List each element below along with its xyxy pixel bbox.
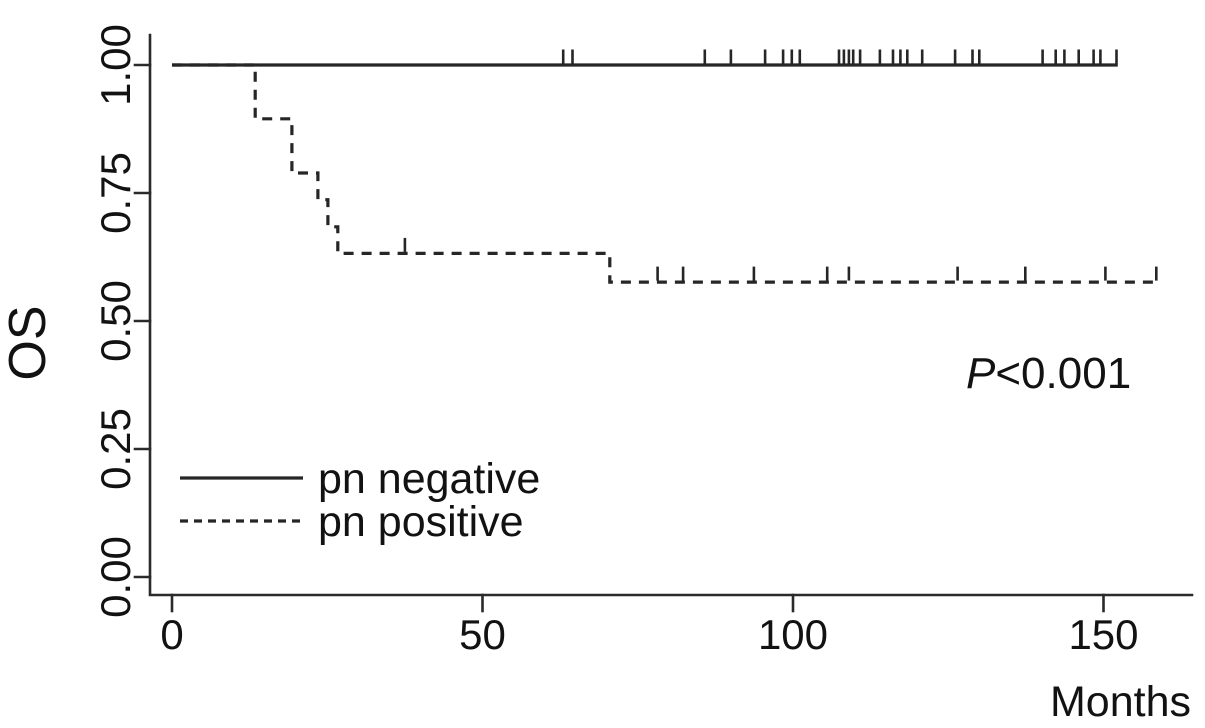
y-tick-label: 0.50 <box>92 280 139 362</box>
p-value-symbol: P <box>966 349 996 398</box>
y-tick-label: 0.75 <box>92 152 139 234</box>
p-value-threshold: <0.001 <box>995 349 1131 398</box>
survival-curves <box>172 49 1158 284</box>
x-axis-title: Months <box>1050 678 1191 726</box>
curve-pn-positive <box>172 63 1157 284</box>
y-tick-label: 1.00 <box>92 24 139 106</box>
axis-frame <box>148 33 1194 597</box>
legend-label-pn-positive: pn positive <box>318 498 524 546</box>
p-value-annotation: P<0.001 <box>966 349 1131 398</box>
x-tick-label: 0 <box>160 611 183 658</box>
x-tick-label: 50 <box>459 611 506 658</box>
legend-label-pn-negative: pn negative <box>318 455 540 503</box>
x-tick-label: 150 <box>1068 611 1138 658</box>
x-tick-label: 100 <box>758 611 828 658</box>
y-tick-label: 0.00 <box>92 536 139 618</box>
y-axis-title: OS <box>0 305 57 380</box>
axes: 0.00 0.25 0.50 0.75 1.00 0 50 100 150 <box>92 24 1194 658</box>
y-tick-label: 0.25 <box>92 408 139 490</box>
legend: pn negative pn positive <box>180 455 540 546</box>
